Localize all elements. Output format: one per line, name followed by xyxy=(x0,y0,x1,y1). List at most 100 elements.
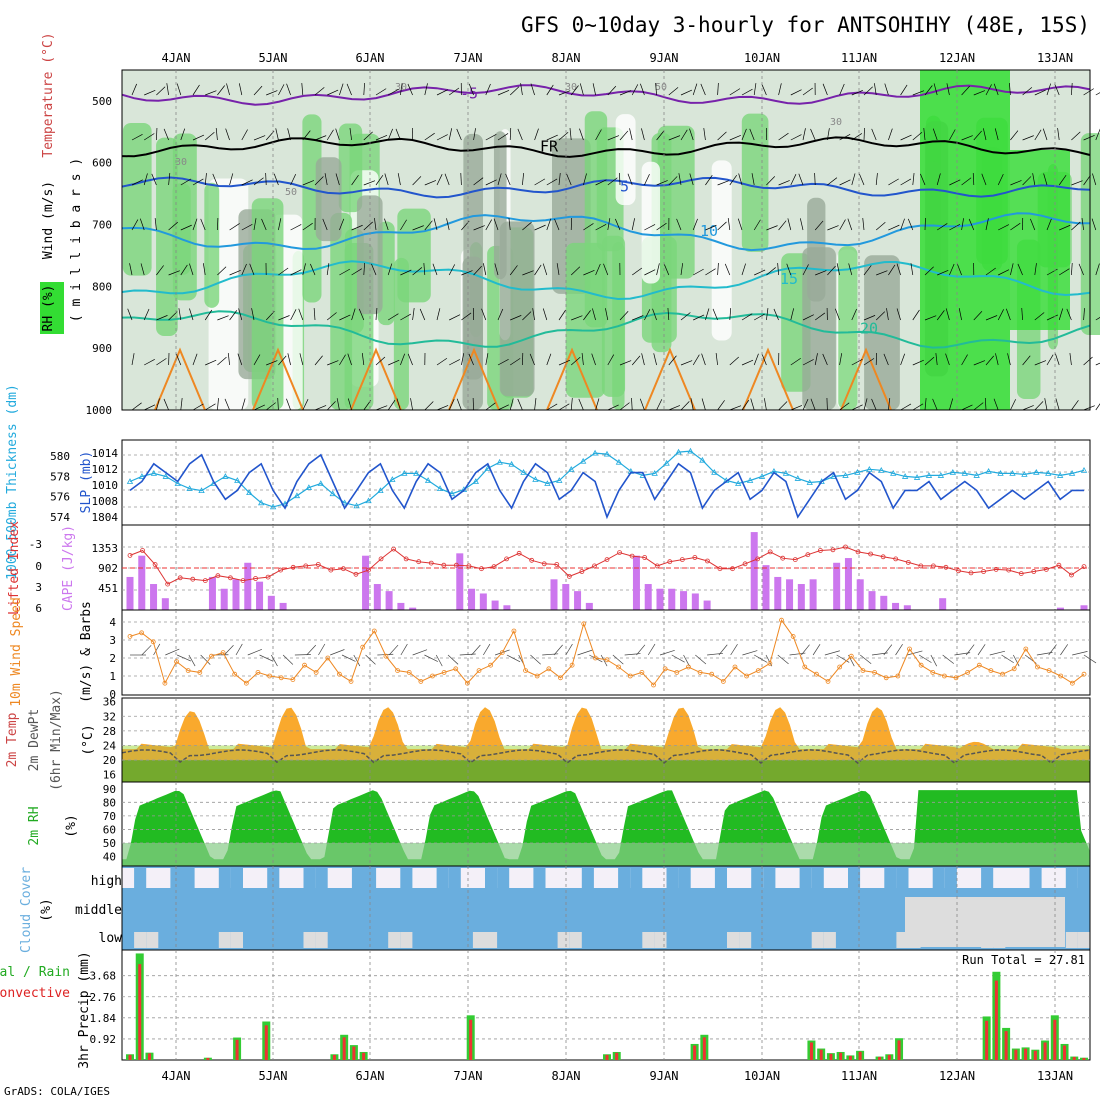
high-cloud-cell xyxy=(800,868,812,888)
wind-barb xyxy=(142,645,151,655)
low-cloud-cell xyxy=(1078,932,1090,948)
wind-barb xyxy=(778,655,789,664)
wind-tick-label: 3 xyxy=(109,634,116,647)
wind-barb xyxy=(648,644,655,655)
wind-barb xyxy=(919,655,931,663)
temp-contour-label: 15 xyxy=(780,270,798,288)
legend-total-rain: Total / Rain xyxy=(0,965,70,980)
date-label-bottom: 12JAN xyxy=(939,1069,975,1083)
thickness-tick-label: 574 xyxy=(50,511,70,524)
ylabel-temperature: Temperature (°C) xyxy=(41,32,56,157)
cape-bar xyxy=(892,603,899,610)
low-cloud-cell xyxy=(654,932,666,948)
temp-contour-label: 5 xyxy=(620,177,629,195)
cape-bar xyxy=(374,584,381,610)
high-cloud-cell xyxy=(618,868,630,888)
wind-barb xyxy=(318,644,324,655)
precip-tick-label: 1.84 xyxy=(90,1012,117,1025)
precip-convective-bar xyxy=(878,1057,881,1060)
wind-barb xyxy=(672,655,685,662)
wind-barb xyxy=(413,650,427,655)
temp-contour-label: 20 xyxy=(860,320,878,338)
high-cloud-cell xyxy=(231,868,243,888)
wind-barb xyxy=(1096,400,1100,410)
cape-bar xyxy=(468,589,475,610)
wind-barb xyxy=(307,645,316,655)
wind-barb xyxy=(684,655,690,666)
slp-tick-label: 1012 xyxy=(92,463,119,476)
cape-bar xyxy=(1081,605,1088,610)
wind-tick-label: 2 xyxy=(109,652,116,665)
high-cloud-cell xyxy=(134,868,146,888)
date-label-bottom: 4JAN xyxy=(162,1069,191,1083)
wind-barb xyxy=(530,655,540,664)
rh-tick-label: 70 xyxy=(103,810,116,823)
precip-convective-bar xyxy=(1014,1050,1017,1060)
wind-barb xyxy=(719,645,727,655)
slp-thickness-panel: 574576578580180410081010101210141000-500… xyxy=(5,384,1090,580)
cape-bar xyxy=(857,579,864,610)
wind-barb xyxy=(707,653,723,655)
wind-barb xyxy=(224,645,233,655)
wind-barb xyxy=(165,649,179,655)
cape-bar xyxy=(833,563,840,610)
date-label-bottom: 7JAN xyxy=(454,1069,483,1083)
cape-bar xyxy=(503,605,510,610)
wind-barb xyxy=(801,645,809,655)
wind-barb xyxy=(625,654,641,655)
precip-convective-bar xyxy=(839,1053,842,1060)
temp-tick-label: 28 xyxy=(103,725,116,738)
cape-bar xyxy=(633,556,640,610)
wind-barb xyxy=(754,655,767,662)
rh-shade xyxy=(394,258,409,410)
cape-bar xyxy=(574,591,581,610)
cape-bar xyxy=(233,579,240,610)
legend-convective: Convective xyxy=(0,986,70,1001)
precip-convective-bar xyxy=(615,1053,618,1060)
wind-barb xyxy=(366,655,376,664)
high-cloud-cell xyxy=(896,868,908,888)
temp-area-shade xyxy=(122,707,1090,782)
cape-bar xyxy=(869,591,876,610)
date-label-top: 7JAN xyxy=(454,51,483,65)
high-cloud-cell xyxy=(812,868,824,888)
precip-convective-bar xyxy=(333,1055,336,1060)
ylabel-precip: 3hr Precip (mm) xyxy=(77,951,92,1068)
cape-bar xyxy=(244,563,251,610)
precip-convective-bar xyxy=(352,1047,355,1060)
cape-bar xyxy=(280,603,287,610)
high-cloud-cell xyxy=(219,868,231,888)
ylabel-minmax: (6hr Min/Max) xyxy=(49,689,64,791)
cape-bar xyxy=(668,589,675,610)
rh-contour-label: 30 xyxy=(175,157,187,168)
cape-bar xyxy=(586,603,593,610)
wind-barb xyxy=(554,645,563,655)
wind-barb xyxy=(907,651,922,655)
precip-convective-bar xyxy=(995,981,998,1060)
rh-shade xyxy=(316,157,342,241)
li-tick-label: -3 xyxy=(29,538,42,551)
date-label-top: 12JAN xyxy=(939,51,975,65)
high-cloud-cell xyxy=(751,868,763,888)
cape-bar xyxy=(362,556,369,610)
cloud-level-label: middle xyxy=(75,903,122,918)
precip-convective-bar xyxy=(606,1055,609,1060)
ylabel-millibars: ( m i l l i b a r s ) xyxy=(69,158,84,322)
date-label-top: 13JAN xyxy=(1037,51,1073,65)
cape-bar xyxy=(256,582,263,610)
rh-shade xyxy=(1010,150,1070,330)
date-label-top: 9JAN xyxy=(650,51,679,65)
precip-convective-bar xyxy=(265,1025,268,1060)
cape-bar xyxy=(138,556,145,610)
cape-bar xyxy=(162,598,169,610)
temp-tick-label: 20 xyxy=(103,754,116,767)
precip-tick-label: 3.68 xyxy=(90,970,117,983)
wind-barb xyxy=(542,654,558,655)
high-cloud-cell xyxy=(884,868,896,888)
high-cloud-cell xyxy=(400,868,412,888)
high-cloud-cell xyxy=(630,868,642,888)
rh-low-band xyxy=(122,843,1090,866)
